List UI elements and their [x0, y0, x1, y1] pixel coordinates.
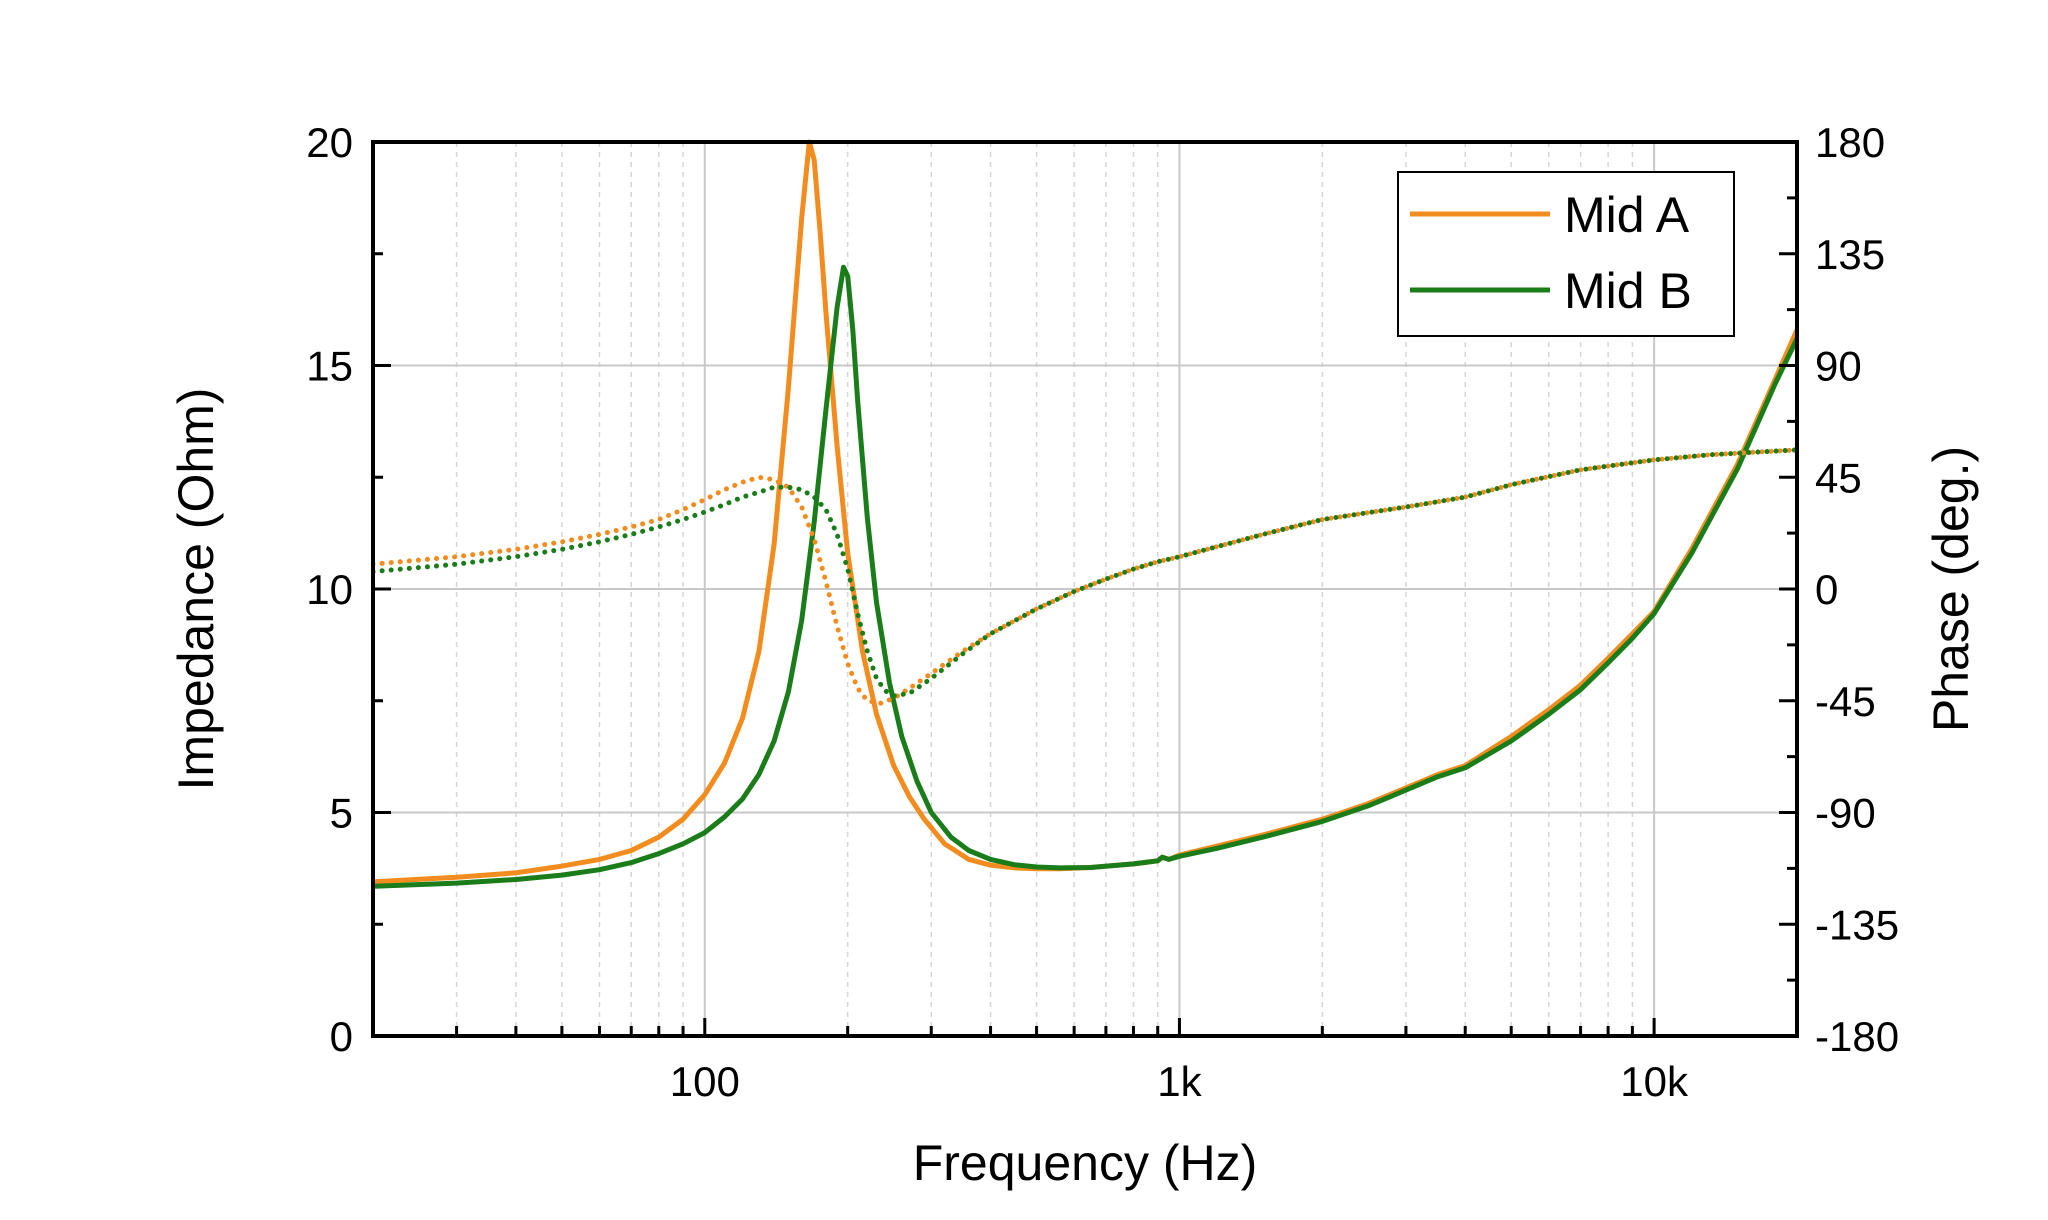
- tick-labels-layer: 100 1k 10k 0 5 10 15 20 -180 -135 -90 -45 0 45 90 135 18…: [306, 119, 1899, 1105]
- x-tick-label: 1k: [1157, 1058, 1202, 1105]
- x-tick-label: 10k: [1620, 1058, 1689, 1105]
- phase-line-mid-b: [373, 447, 1797, 699]
- y-left-tick-label: 20: [306, 119, 353, 166]
- series-layer: [373, 139, 1797, 889]
- left-y-axis-title: Impedance (Ohm): [168, 388, 224, 791]
- legend: Mid A Mid B: [1397, 171, 1735, 337]
- y-right-tick-label: 90: [1815, 343, 1862, 390]
- y-right-tick-label: -135: [1815, 901, 1899, 948]
- y-right-tick-label: -45: [1815, 678, 1876, 725]
- ticks-layer: [371, 140, 1799, 1038]
- legend-label-mid-b: Mid B: [1564, 263, 1692, 319]
- legend-box: [1397, 171, 1735, 337]
- impedance-line-mid-a: [373, 139, 1797, 885]
- impedance-line-mid-b: [373, 264, 1797, 889]
- y-left-tick-label: 10: [306, 566, 353, 613]
- legend-label-mid-a: Mid A: [1564, 187, 1690, 243]
- x-axis-title: Frequency (Hz): [913, 1135, 1258, 1191]
- y-right-tick-label: -180: [1815, 1013, 1899, 1060]
- y-right-tick-label: 45: [1815, 454, 1862, 501]
- y-left-tick-label: 15: [306, 343, 353, 390]
- y-right-tick-label: -90: [1815, 790, 1876, 837]
- y-right-tick-label: 180: [1815, 119, 1885, 166]
- y-right-tick-label: 135: [1815, 231, 1885, 278]
- x-tick-label: 100: [670, 1058, 740, 1105]
- right-y-axis-title: Phase (deg.): [1923, 446, 1979, 732]
- y-left-tick-label: 5: [330, 790, 353, 837]
- y-right-tick-label: 0: [1815, 566, 1838, 613]
- y-left-tick-label: 0: [330, 1013, 353, 1060]
